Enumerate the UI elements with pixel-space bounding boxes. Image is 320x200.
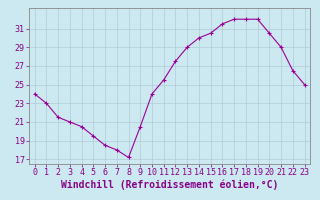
- X-axis label: Windchill (Refroidissement éolien,°C): Windchill (Refroidissement éolien,°C): [61, 180, 278, 190]
